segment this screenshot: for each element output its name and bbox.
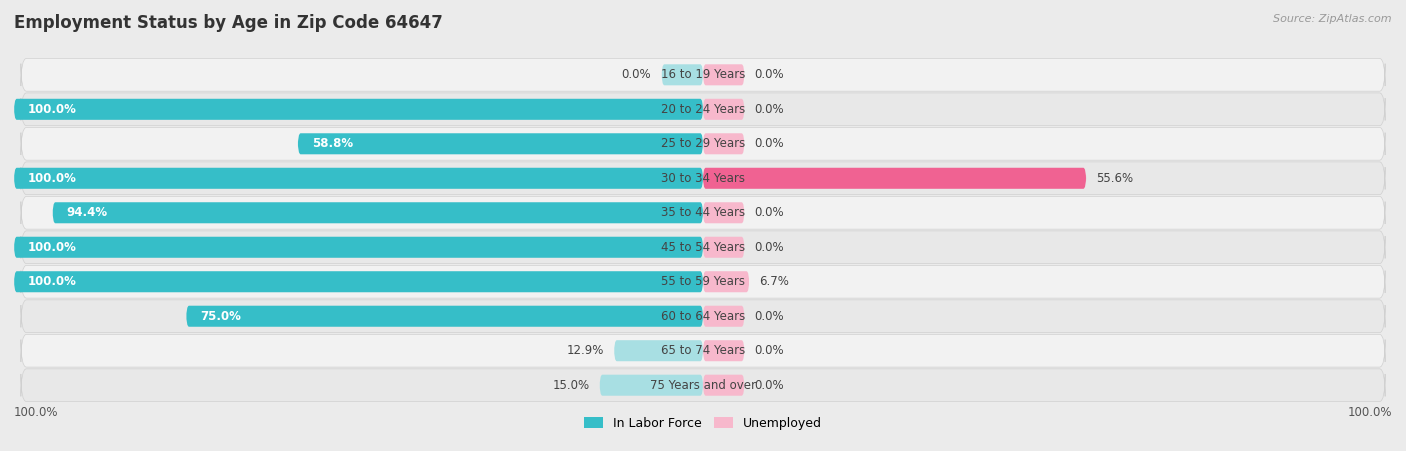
FancyBboxPatch shape [614,340,703,361]
FancyBboxPatch shape [703,133,744,154]
FancyBboxPatch shape [14,237,703,258]
Text: 100.0%: 100.0% [28,275,77,288]
Text: 100.0%: 100.0% [1347,406,1392,419]
FancyBboxPatch shape [703,168,1085,189]
Text: 75 Years and over: 75 Years and over [650,379,756,392]
FancyBboxPatch shape [703,237,744,258]
FancyBboxPatch shape [703,271,749,292]
Text: 0.0%: 0.0% [755,379,785,392]
Text: Employment Status by Age in Zip Code 64647: Employment Status by Age in Zip Code 646… [14,14,443,32]
Text: 25 to 29 Years: 25 to 29 Years [661,137,745,150]
FancyBboxPatch shape [21,369,1385,401]
Text: 20 to 24 Years: 20 to 24 Years [661,103,745,116]
FancyBboxPatch shape [703,64,744,85]
FancyBboxPatch shape [14,271,703,292]
FancyBboxPatch shape [21,300,1385,333]
FancyBboxPatch shape [703,202,744,223]
Text: 0.0%: 0.0% [755,103,785,116]
Text: 30 to 34 Years: 30 to 34 Years [661,172,745,185]
Text: 0.0%: 0.0% [755,241,785,254]
Text: 0.0%: 0.0% [755,206,785,219]
FancyBboxPatch shape [21,265,1385,298]
FancyBboxPatch shape [21,196,1385,229]
FancyBboxPatch shape [21,59,1385,91]
Text: 0.0%: 0.0% [755,68,785,81]
FancyBboxPatch shape [21,334,1385,367]
Text: 6.7%: 6.7% [759,275,789,288]
Text: 100.0%: 100.0% [28,172,77,185]
FancyBboxPatch shape [14,99,703,120]
FancyBboxPatch shape [21,127,1385,160]
Text: 12.9%: 12.9% [567,344,603,357]
Text: 35 to 44 Years: 35 to 44 Years [661,206,745,219]
Text: 55.6%: 55.6% [1097,172,1133,185]
Text: 75.0%: 75.0% [200,310,240,323]
Text: 0.0%: 0.0% [755,137,785,150]
FancyBboxPatch shape [662,64,703,85]
Text: 58.8%: 58.8% [312,137,353,150]
Text: 0.0%: 0.0% [755,310,785,323]
Text: 100.0%: 100.0% [14,406,59,419]
FancyBboxPatch shape [21,93,1385,126]
FancyBboxPatch shape [703,375,744,396]
Legend: In Labor Force, Unemployed: In Labor Force, Unemployed [579,412,827,435]
Text: 100.0%: 100.0% [28,241,77,254]
FancyBboxPatch shape [703,340,744,361]
FancyBboxPatch shape [52,202,703,223]
FancyBboxPatch shape [599,375,703,396]
FancyBboxPatch shape [21,231,1385,264]
FancyBboxPatch shape [186,306,703,327]
FancyBboxPatch shape [703,99,744,120]
FancyBboxPatch shape [14,168,703,189]
FancyBboxPatch shape [703,306,744,327]
Text: 16 to 19 Years: 16 to 19 Years [661,68,745,81]
Text: 0.0%: 0.0% [621,68,651,81]
FancyBboxPatch shape [298,133,703,154]
FancyBboxPatch shape [21,162,1385,195]
Text: 100.0%: 100.0% [28,103,77,116]
Text: 65 to 74 Years: 65 to 74 Years [661,344,745,357]
Text: 15.0%: 15.0% [553,379,589,392]
Text: 94.4%: 94.4% [66,206,107,219]
Text: 0.0%: 0.0% [755,344,785,357]
Text: Source: ZipAtlas.com: Source: ZipAtlas.com [1274,14,1392,23]
Text: 60 to 64 Years: 60 to 64 Years [661,310,745,323]
Text: 45 to 54 Years: 45 to 54 Years [661,241,745,254]
Text: 55 to 59 Years: 55 to 59 Years [661,275,745,288]
